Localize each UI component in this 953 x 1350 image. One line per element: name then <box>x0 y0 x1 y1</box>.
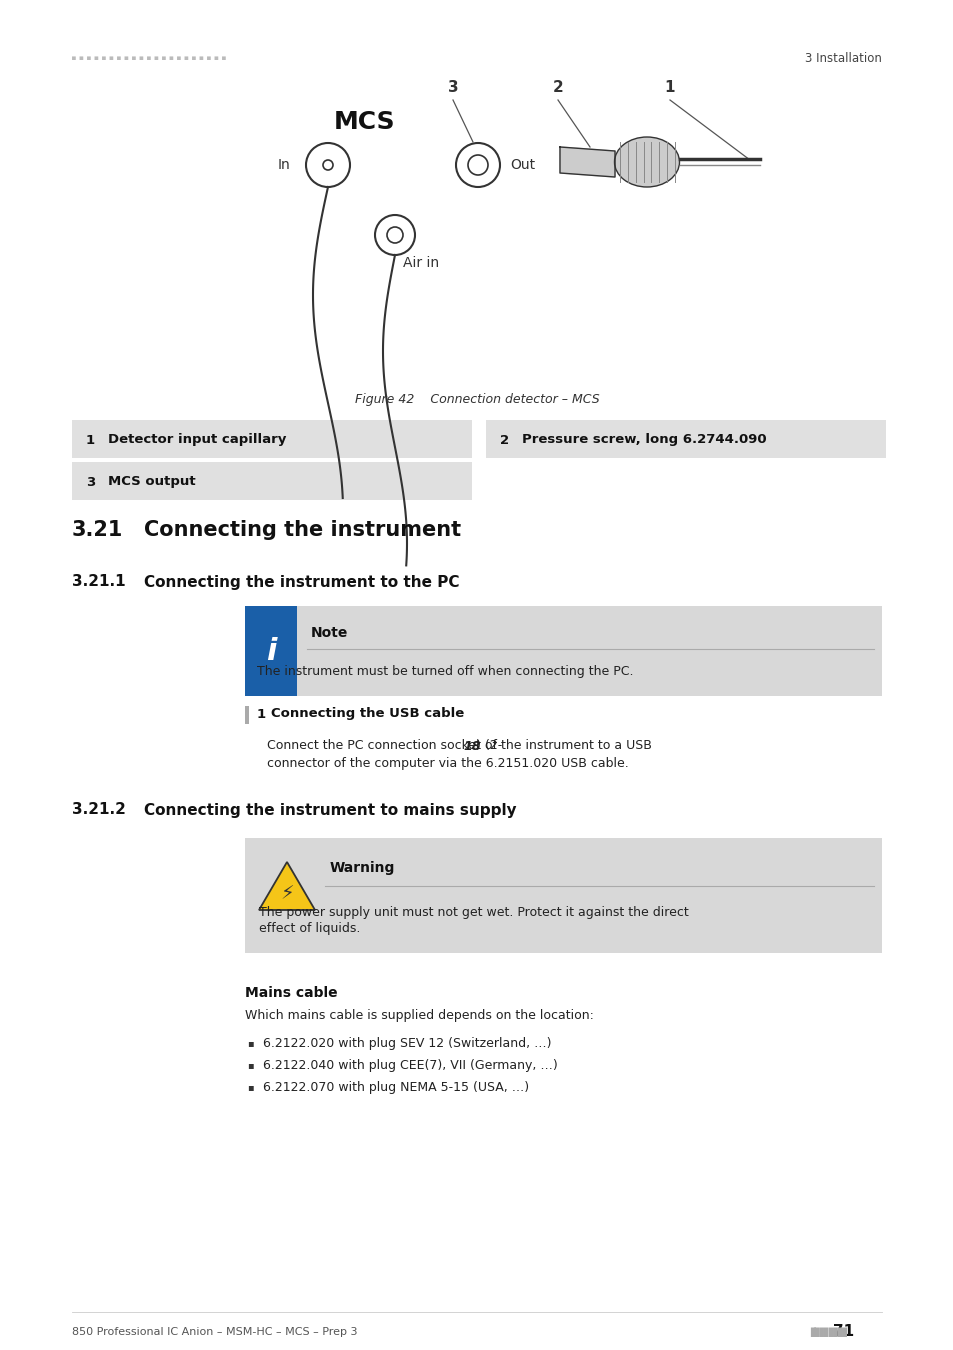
Text: The power supply unit must not get wet. Protect it against the direct: The power supply unit must not get wet. … <box>258 906 688 919</box>
Text: ████████: ████████ <box>809 1327 851 1336</box>
Text: Which mains cable is supplied depends on the location:: Which mains cable is supplied depends on… <box>245 1008 594 1022</box>
Text: effect of liquids.: effect of liquids. <box>258 922 360 936</box>
Polygon shape <box>559 147 615 177</box>
Text: connector of the computer via the 6.2151.020 USB cable.: connector of the computer via the 6.2151… <box>267 757 628 771</box>
Text: Connecting the instrument to mains supply: Connecting the instrument to mains suppl… <box>144 802 517 818</box>
FancyBboxPatch shape <box>245 606 882 697</box>
Text: i: i <box>266 636 276 666</box>
Text: MCS: MCS <box>334 109 395 134</box>
Text: Connect the PC connection socket (2-: Connect the PC connection socket (2- <box>267 740 501 752</box>
Text: Connecting the USB cable: Connecting the USB cable <box>271 707 464 721</box>
Polygon shape <box>258 863 314 910</box>
Text: Connecting the instrument to the PC: Connecting the instrument to the PC <box>144 575 459 590</box>
Text: 1: 1 <box>664 81 675 96</box>
FancyBboxPatch shape <box>485 420 885 458</box>
Text: Connecting the instrument: Connecting the instrument <box>144 520 460 540</box>
Text: 6.2122.020 with plug SEV 12 (Switzerland, …): 6.2122.020 with plug SEV 12 (Switzerland… <box>263 1037 551 1049</box>
Text: Air in: Air in <box>402 256 438 270</box>
Text: 6.2122.070 with plug NEMA 5-15 (USA, …): 6.2122.070 with plug NEMA 5-15 (USA, …) <box>263 1080 529 1094</box>
Text: ▪: ▪ <box>247 1060 253 1071</box>
Text: 71: 71 <box>832 1324 853 1339</box>
Text: ⚡: ⚡ <box>280 884 294 903</box>
FancyBboxPatch shape <box>71 462 472 500</box>
Text: ▪: ▪ <box>247 1038 253 1048</box>
Text: 6.2122.040 with plug CEE(7), VII (Germany, …): 6.2122.040 with plug CEE(7), VII (German… <box>263 1058 558 1072</box>
Text: The instrument must be turned off when connecting the PC.: The instrument must be turned off when c… <box>256 666 633 678</box>
FancyBboxPatch shape <box>245 706 249 724</box>
Text: Note: Note <box>311 626 348 640</box>
Text: 1: 1 <box>256 707 266 721</box>
Text: 3: 3 <box>447 81 457 96</box>
Text: 850 Professional IC Anion – MSM-HC – MCS – Prep 3: 850 Professional IC Anion – MSM-HC – MCS… <box>71 1327 357 1336</box>
Text: 2: 2 <box>552 81 563 96</box>
Text: Out: Out <box>510 158 535 171</box>
Text: 18: 18 <box>463 740 480 752</box>
Text: Detector input capillary: Detector input capillary <box>108 433 286 447</box>
Text: 3: 3 <box>86 475 95 489</box>
Text: 2: 2 <box>499 433 509 447</box>
Text: 1: 1 <box>86 433 95 447</box>
Text: Figure 42    Connection detector – MCS: Figure 42 Connection detector – MCS <box>355 393 598 406</box>
FancyBboxPatch shape <box>71 420 472 458</box>
Ellipse shape <box>614 136 679 188</box>
Text: 3.21: 3.21 <box>71 520 123 540</box>
Text: 3.21.1: 3.21.1 <box>71 575 126 590</box>
Text: 3.21.2: 3.21.2 <box>71 802 126 818</box>
Text: Warning: Warning <box>330 861 395 875</box>
Text: In: In <box>277 158 290 171</box>
Text: ▪: ▪ <box>247 1081 253 1092</box>
Text: Mains cable: Mains cable <box>245 986 337 1000</box>
FancyBboxPatch shape <box>245 606 296 697</box>
Text: 3 Installation: 3 Installation <box>804 51 882 65</box>
FancyBboxPatch shape <box>245 838 882 953</box>
Text: Pressure screw, long 6.2744.090: Pressure screw, long 6.2744.090 <box>521 433 766 447</box>
Text: ) of the instrument to a USB: ) of the instrument to a USB <box>476 740 652 752</box>
Text: MCS output: MCS output <box>108 475 195 489</box>
Text: ■ ■ ■ ■ ■ ■ ■ ■ ■ ■ ■ ■ ■ ■ ■ ■ ■ ■ ■ ■ ■: ■ ■ ■ ■ ■ ■ ■ ■ ■ ■ ■ ■ ■ ■ ■ ■ ■ ■ ■ ■ … <box>71 55 230 61</box>
